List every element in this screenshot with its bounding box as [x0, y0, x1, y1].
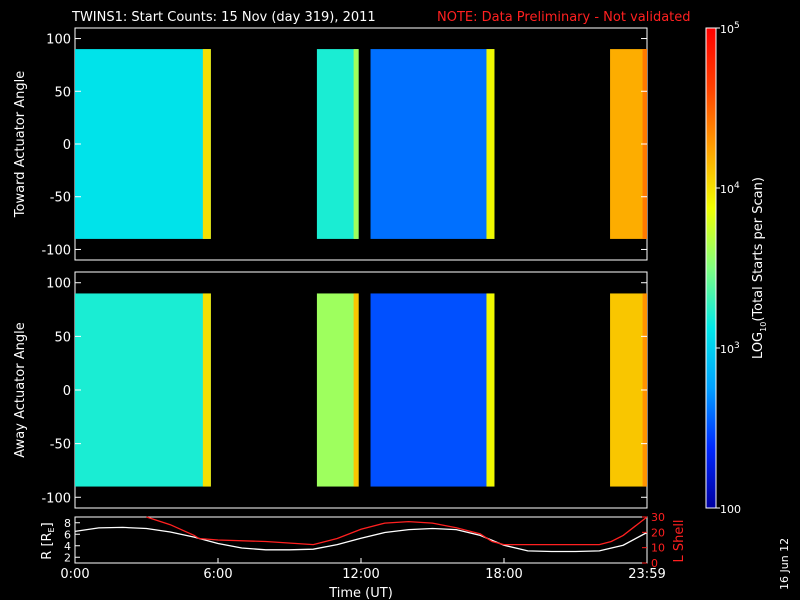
away-panel: 100 50 0 -50 -100 Away Actuator Angle — [13, 271, 648, 509]
time-axis-label: Time (UT) — [328, 586, 393, 600]
heatmap-block — [610, 49, 647, 239]
radius-tick-label: 8 — [64, 517, 71, 530]
colorbar-tick-label: 105 — [720, 21, 740, 36]
y-tick-label: 0 — [63, 138, 71, 153]
colorbar-tick-label: 100 — [720, 503, 741, 516]
orbit-plot-frame — [74, 516, 648, 564]
heatmap-block-edge — [202, 293, 211, 487]
away-y-axis-label: Away Actuator Angle — [13, 322, 28, 457]
y-tick-label: 50 — [54, 85, 71, 100]
lshell-tick-label: 20 — [651, 526, 665, 539]
away-heatmap — [75, 293, 647, 487]
heatmap-block — [75, 49, 211, 239]
colorbar: 105 104 103 100 LOG10(Total Starts per Scan… — [705, 21, 768, 516]
y-tick-label: -100 — [41, 243, 71, 258]
y-tick-label: 100 — [46, 33, 71, 48]
lshell-tick-label: 10 — [651, 542, 665, 555]
time-tick-label: 6:00 — [203, 567, 232, 582]
radius-tick-label: 2 — [64, 551, 71, 564]
y-tick-label: 50 — [54, 330, 71, 345]
date-stamp: 16 Jun 12 — [778, 538, 791, 590]
heatmap-block — [370, 49, 495, 239]
heatmap-block — [75, 293, 211, 487]
lshell-y-axis: 30 20 10 0 — [642, 511, 665, 570]
time-x-axis: 0:00 6:00 12:00 18:00 23:59 — [60, 558, 666, 582]
heatmap-block — [610, 293, 647, 487]
radius-line — [74, 526, 648, 553]
toward-panel: 100 50 0 -50 -100 Toward Actuator Angle — [13, 27, 648, 261]
lshell-tick-label: 0 — [651, 557, 658, 570]
heatmap-block — [316, 293, 359, 487]
chart-title: TWINS1: Start Counts: 15 Nov (day 319), … — [71, 10, 376, 25]
y-tick-label: -100 — [41, 491, 71, 506]
colorbar-tick-label: 103 — [720, 341, 740, 356]
y-tick-label: 0 — [63, 384, 71, 399]
colorbar-ticks: 105 104 103 100 — [716, 21, 741, 516]
y-tick-label: 100 — [46, 277, 71, 292]
radius-tick-label: 4 — [64, 540, 71, 553]
radius-tick-label: 6 — [64, 528, 71, 541]
heatmap-block — [370, 293, 495, 487]
time-tick-label: 23:59 — [628, 567, 665, 582]
away-y-axis: 100 50 0 -50 -100 — [41, 277, 647, 506]
radius-axis-label: R [RE] — [40, 522, 56, 559]
lshell-line — [146, 516, 648, 546]
time-tick-label: 18:00 — [485, 567, 522, 582]
heatmap-block-edge — [353, 49, 359, 239]
colorbar-gradient — [705, 27, 717, 509]
heatmap-block-edge — [486, 293, 495, 487]
colorbar-tick-label: 104 — [720, 181, 740, 196]
toward-y-axis-label: Toward Actuator Angle — [13, 71, 28, 218]
toward-y-axis: 100 50 0 -50 -100 — [41, 33, 647, 258]
lshell-tick-label: 30 — [651, 511, 665, 524]
heatmap-block-edge — [353, 293, 359, 487]
heatmap-block — [316, 49, 359, 239]
time-tick-label: 12:00 — [342, 567, 379, 582]
heatmap-block-edge — [486, 49, 495, 239]
y-tick-label: -50 — [50, 438, 71, 453]
heatmap-block-edge — [202, 49, 211, 239]
time-tick-label: 0:00 — [60, 567, 89, 582]
preliminary-note: NOTE: Data Preliminary - Not validated — [437, 10, 691, 25]
y-tick-label: -50 — [50, 191, 71, 206]
orbit-lines — [74, 516, 648, 553]
colorbar-label: LOG10(Total Starts per Scan) — [751, 177, 768, 359]
lshell-axis-label: L Shell — [672, 519, 687, 562]
